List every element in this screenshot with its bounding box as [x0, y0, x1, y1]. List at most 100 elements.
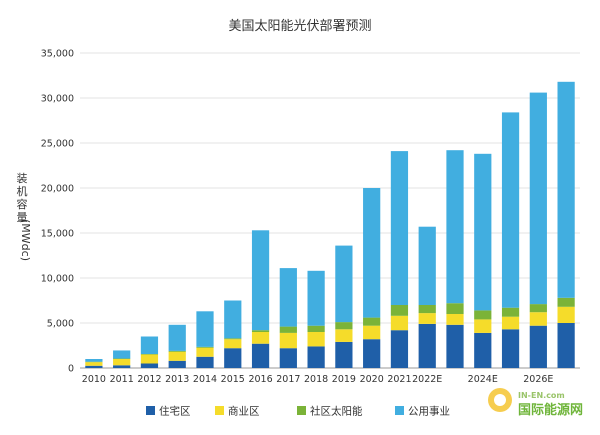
- bar-segment: [446, 314, 464, 325]
- x-tick-label: 2014: [193, 374, 217, 385]
- bar-segment: [307, 270, 325, 326]
- y-tick-label: 5,000: [47, 319, 74, 330]
- bar-segment: [529, 92, 547, 305]
- x-tick-label: 2011: [110, 374, 134, 385]
- bar-segment: [335, 322, 353, 330]
- bar-segment: [474, 310, 492, 320]
- legend-swatch: [146, 406, 155, 415]
- legend-label: 公用事业: [408, 405, 450, 418]
- y-axis-label: 装机容量: [17, 172, 28, 224]
- x-tick-label: 2024E: [468, 374, 498, 385]
- bar-segment: [224, 339, 242, 349]
- bar-segment: [224, 348, 242, 368]
- legend-label: 商业区: [228, 405, 260, 418]
- bar-segment: [196, 311, 214, 347]
- bar-segment: [168, 350, 186, 352]
- y-tick-label: 20,000: [41, 184, 74, 195]
- y-tick-label: 35,000: [41, 49, 74, 60]
- bar-segment: [474, 319, 492, 333]
- legend-swatch: [395, 406, 404, 415]
- bar-segment: [140, 336, 159, 355]
- y-tick-label: 15,000: [41, 229, 74, 240]
- bar-segment: [529, 325, 547, 368]
- bar-segment: [85, 362, 103, 366]
- chart-title: 美国太阳能光伏部署预测: [228, 19, 371, 34]
- bar-segment: [251, 332, 270, 344]
- y-axis-title: 装机容量 (MWdc): [17, 172, 33, 261]
- bar-segment: [113, 350, 131, 359]
- bar-segment: [113, 359, 131, 366]
- x-tick-label: 2013: [165, 374, 189, 385]
- bar-segment: [446, 324, 464, 368]
- bar-segment: [140, 363, 159, 368]
- bar-segment: [251, 330, 270, 332]
- watermark-brand: 国际能源网: [518, 402, 583, 418]
- bar-segment: [529, 304, 547, 313]
- bar-segment: [279, 326, 297, 333]
- bar-segment: [196, 356, 214, 368]
- bar-segment: [113, 365, 131, 368]
- bar-segment: [307, 325, 325, 332]
- bar-segment: [501, 112, 520, 308]
- bar-segment: [363, 317, 381, 326]
- bar-segment: [168, 324, 186, 351]
- bar-segment: [307, 346, 325, 368]
- legend-item: 公用事业: [395, 405, 450, 418]
- y-tick-label: 25,000: [41, 139, 74, 150]
- bar-segment: [335, 341, 353, 368]
- x-tick-label: 2012: [137, 374, 161, 385]
- x-tick-label: 2019: [332, 374, 356, 385]
- bar-segment: [501, 307, 520, 317]
- bar-segment: [335, 329, 353, 342]
- legend-swatch: [297, 406, 306, 415]
- bar-segment: [279, 332, 297, 349]
- bar-segment: [557, 323, 575, 368]
- bar-segment: [168, 360, 186, 368]
- bar-segment: [557, 297, 575, 307]
- bar-segment: [557, 306, 575, 323]
- bar-segment: [363, 188, 381, 318]
- legend-item: 住宅区: [146, 405, 191, 418]
- x-tick-label: 2010: [82, 374, 106, 385]
- bar-segment: [418, 226, 436, 305]
- legend-label: 住宅区: [159, 405, 191, 418]
- y-axis: 0 5,000 10,000 15,000 20,000 25,000 30,000 35,0…: [41, 49, 74, 375]
- x-tick-label: 2015: [221, 374, 245, 385]
- watermark-domain: IN-EN.com: [518, 391, 565, 400]
- bar-segment: [501, 329, 520, 368]
- legend-item: 商业区: [215, 405, 260, 418]
- bar-segment: [446, 150, 464, 304]
- bar-segment: [390, 305, 409, 316]
- bar-segment: [140, 354, 159, 364]
- bar-segment: [390, 315, 409, 331]
- bar-segment: [418, 323, 436, 368]
- bars: [85, 81, 575, 368]
- legend-item: 社区太阳能: [297, 405, 363, 418]
- bar-segment: [363, 339, 381, 368]
- y-axis-unit: (MWdc): [19, 219, 32, 261]
- bar-segment: [363, 325, 381, 340]
- x-tick-label: 2022E: [412, 374, 442, 385]
- bar-segment: [418, 305, 436, 314]
- bar-segment: [279, 348, 297, 368]
- y-tick-label: 30,000: [41, 94, 74, 105]
- bar-segment: [224, 338, 242, 340]
- bar-segment: [418, 313, 436, 324]
- bar-segment: [307, 332, 325, 347]
- bar-segment: [335, 245, 353, 323]
- bar-segment: [474, 332, 492, 368]
- y-tick-label: 0: [68, 364, 74, 375]
- bar-segment: [279, 268, 297, 327]
- watermark: IN-EN.com 国际能源网: [488, 388, 583, 418]
- bar-segment: [85, 359, 103, 362]
- y-tick-label: 10,000: [41, 274, 74, 285]
- bar-segment: [529, 312, 547, 326]
- grid: [80, 52, 580, 369]
- bar-segment: [501, 316, 520, 330]
- bar-segment: [474, 153, 492, 311]
- x-tick-label: 2026E: [523, 374, 553, 385]
- bar-segment: [168, 351, 186, 361]
- legend: 住宅区 商业区 社区太阳能 公用事业: [146, 405, 450, 418]
- bar-segment: [390, 330, 409, 368]
- bar-segment: [196, 346, 214, 348]
